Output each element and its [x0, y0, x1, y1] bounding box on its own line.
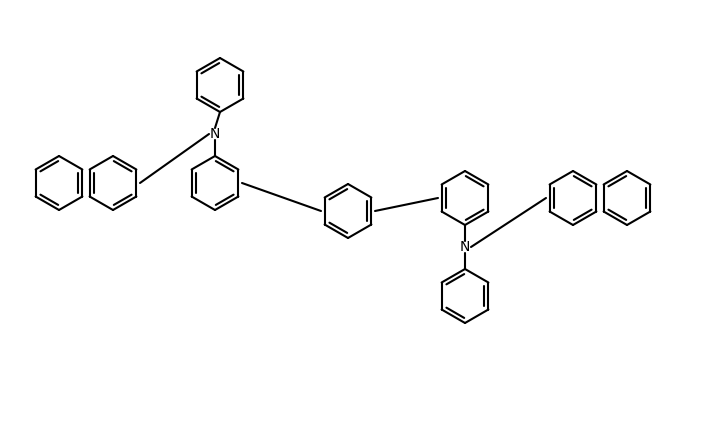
Text: N: N — [460, 240, 470, 254]
Text: N: N — [210, 127, 220, 141]
